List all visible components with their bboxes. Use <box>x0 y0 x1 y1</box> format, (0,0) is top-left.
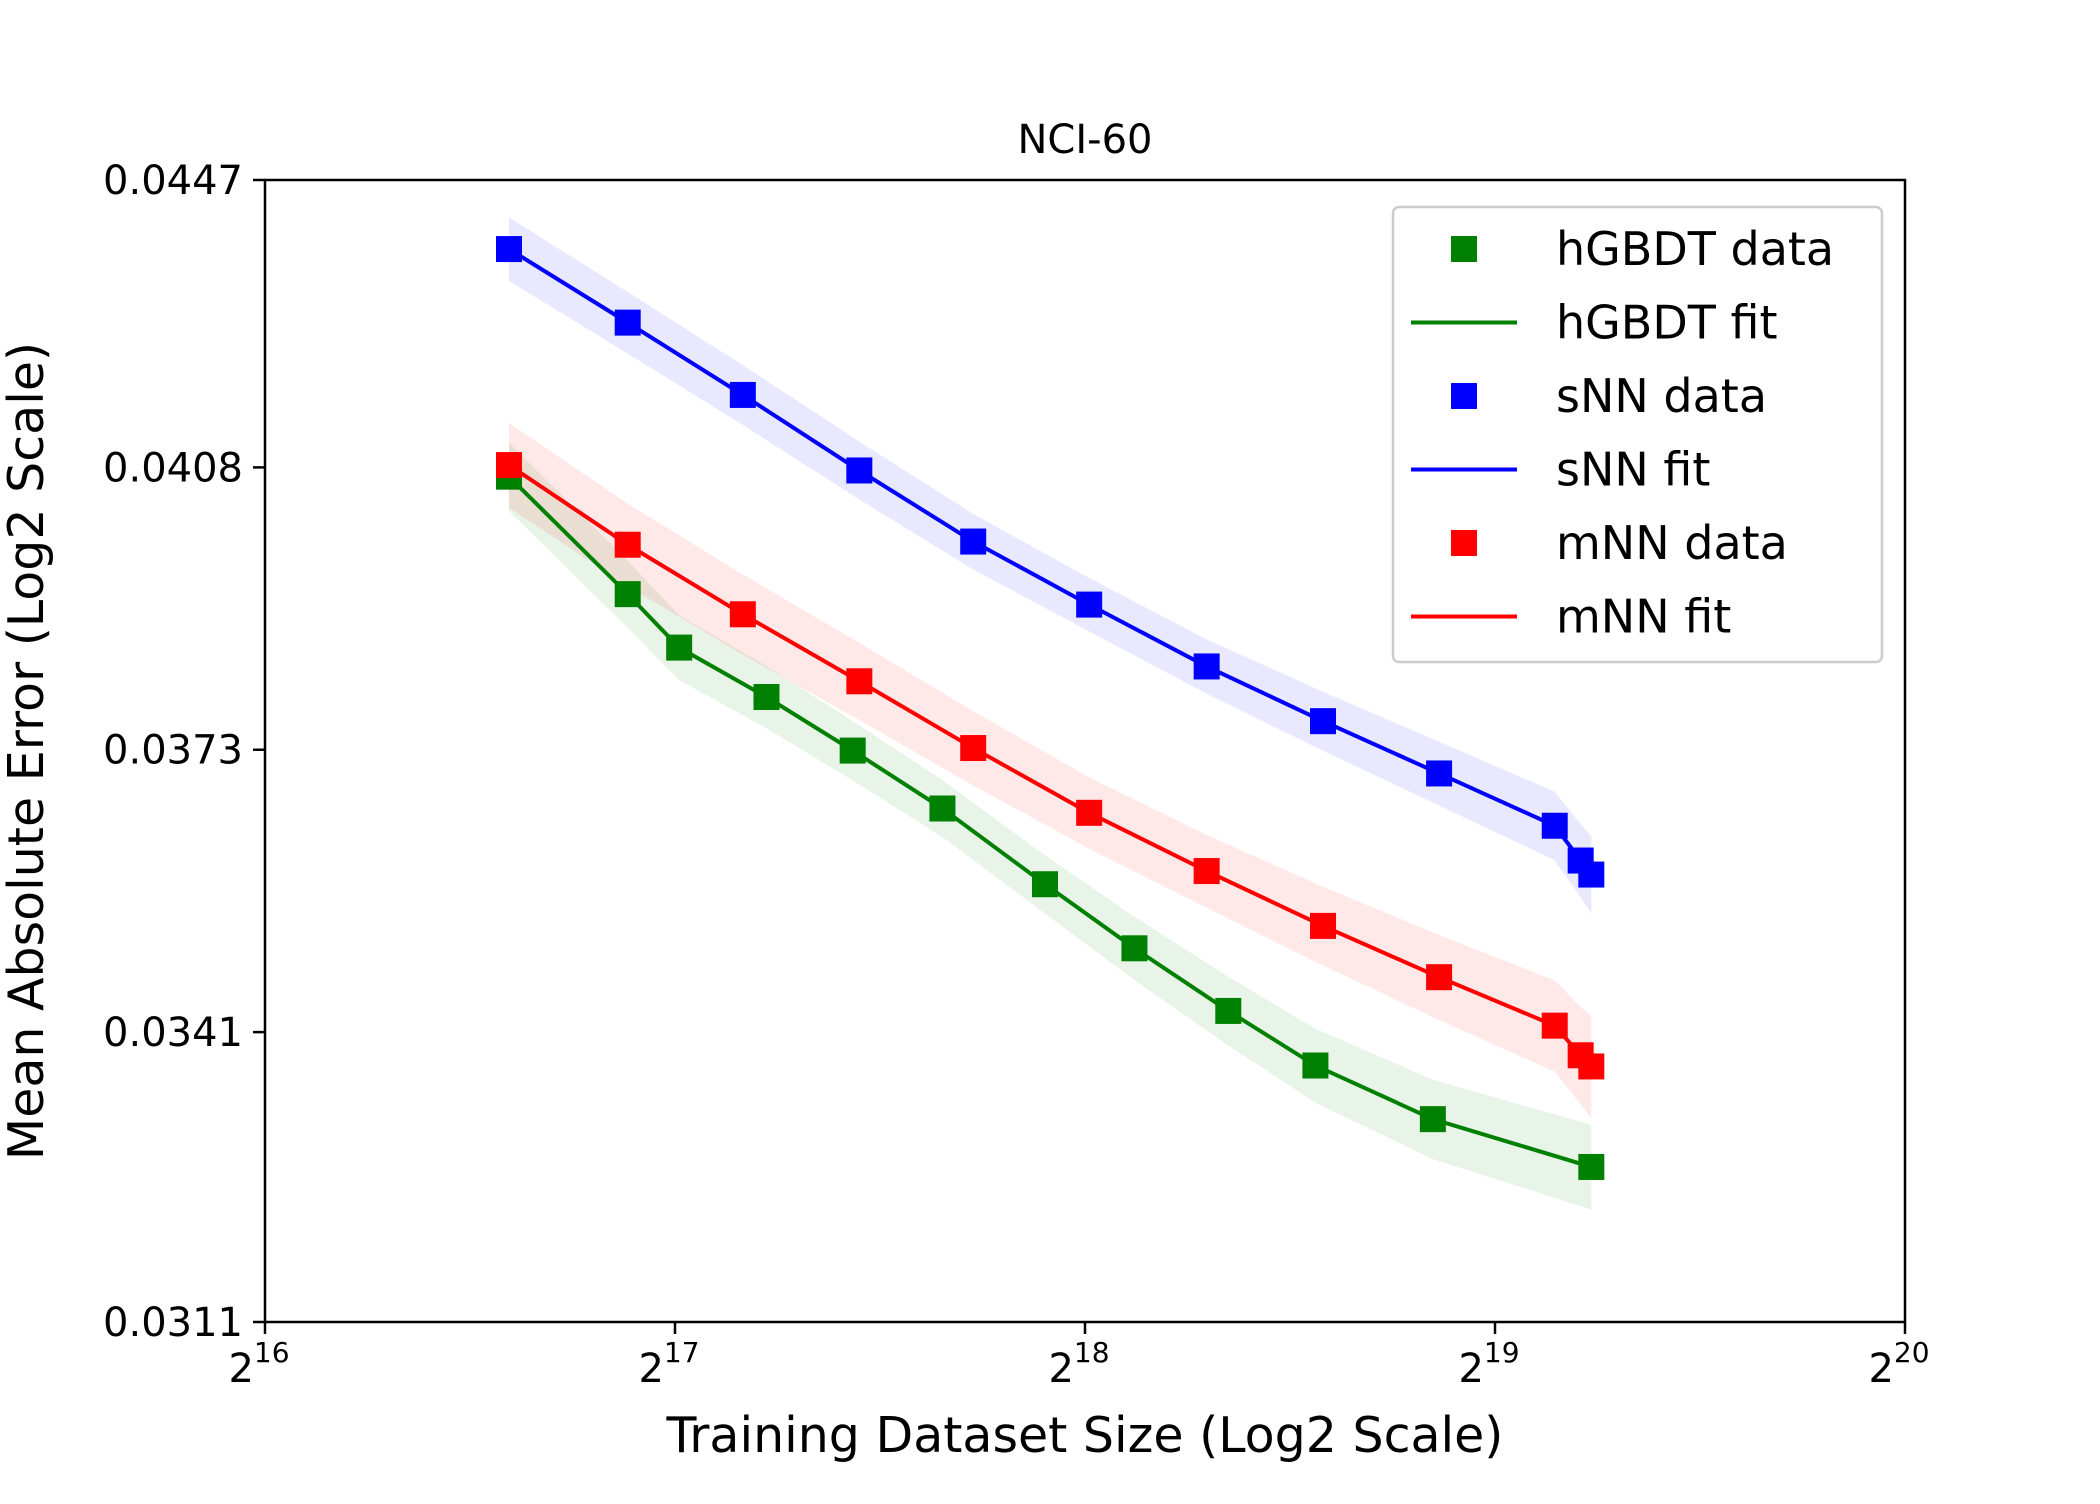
marker-sNN <box>1310 708 1337 735</box>
marker-mNN <box>1578 1053 1605 1080</box>
marker-hGBDT <box>839 737 866 764</box>
marker-hGBDT <box>753 684 780 711</box>
y-tick-label: 0.0341 <box>103 1010 243 1056</box>
y-tick-label: 0.0373 <box>103 728 243 774</box>
marker-sNN <box>1426 760 1453 787</box>
legend: hGBDT data hGBDT fit sNN data sNN fit mNN da… <box>1391 205 1884 664</box>
data-markers <box>496 236 1605 1180</box>
marker-sNN <box>614 309 641 336</box>
y-tick-label: 0.0408 <box>103 445 243 491</box>
marker-hGBDT <box>1031 871 1058 898</box>
y-tick-label: 0.0447 <box>103 158 243 204</box>
marker-hGBDT <box>1121 935 1148 962</box>
marker-mNN <box>729 601 756 628</box>
x-tick-label: 217 <box>638 1336 699 1392</box>
marker-hGBDT <box>929 795 956 822</box>
marker-mNN <box>960 735 987 762</box>
marker-sNN <box>729 381 756 408</box>
marker-mNN <box>496 452 523 479</box>
marker-hGBDT <box>1215 997 1242 1024</box>
marker-hGBDT <box>1578 1153 1605 1180</box>
legend-label: mNN data <box>1556 516 1788 570</box>
band-sNN <box>509 217 1592 914</box>
marker-mNN <box>1541 1012 1568 1039</box>
x-axis-ticks: 216 217 218 219 220 <box>228 1322 1930 1392</box>
legend-label: sNN fit <box>1556 443 1710 497</box>
legend-label: hGBDT fit <box>1556 296 1778 350</box>
marker-mNN <box>846 668 873 695</box>
x-tick-label: 220 <box>1868 1336 1929 1392</box>
marker-sNN <box>1076 591 1103 618</box>
x-axis-label: Training Dataset Size (Log2 Scale) <box>666 1407 1504 1464</box>
marker-hGBDT <box>666 634 693 661</box>
marker-sNN <box>960 528 987 555</box>
x-tick-label: 218 <box>1048 1336 1109 1392</box>
marker-sNN <box>846 457 873 484</box>
legend-marker-mNN <box>1451 530 1477 556</box>
legend-marker-sNN <box>1451 383 1477 409</box>
marker-sNN <box>1193 653 1220 680</box>
marker-sNN <box>496 236 523 263</box>
marker-hGBDT <box>614 581 641 608</box>
marker-sNN <box>1578 861 1605 888</box>
marker-hGBDT <box>1419 1106 1446 1133</box>
marker-hGBDT <box>1302 1052 1329 1079</box>
legend-label: hGBDT data <box>1556 222 1834 276</box>
marker-mNN <box>614 531 641 558</box>
y-tick-label: 0.0311 <box>103 1300 243 1346</box>
band-mNN <box>509 422 1592 1119</box>
marker-mNN <box>1193 858 1220 885</box>
marker-sNN <box>1541 812 1568 839</box>
legend-label: mNN fit <box>1556 590 1731 644</box>
y-axis-ticks: 0.0311 0.0341 0.0373 0.0408 0.0447 <box>103 158 265 1346</box>
legend-label: sNN data <box>1556 369 1767 423</box>
chart-title: NCI-60 <box>1018 117 1153 163</box>
marker-mNN <box>1076 799 1103 826</box>
marker-mNN <box>1426 964 1453 991</box>
x-tick-label: 216 <box>228 1336 289 1392</box>
x-tick-label: 219 <box>1458 1336 1519 1392</box>
legend-marker-hGBDT <box>1451 236 1477 262</box>
marker-mNN <box>1310 912 1337 939</box>
y-axis-label: Mean Absolute Error (Log2 Scale) <box>0 342 55 1160</box>
